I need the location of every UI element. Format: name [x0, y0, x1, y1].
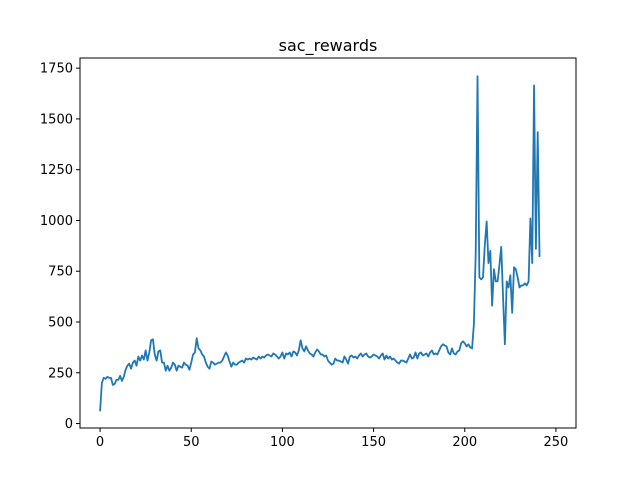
- y-tick-label: 1500: [40, 112, 73, 127]
- y-tick-label: 500: [48, 315, 73, 330]
- plot-area-frame: [79, 57, 577, 429]
- y-tick-label: 1250: [40, 163, 73, 178]
- x-axis: 0 50 100 150 200 250: [96, 428, 568, 450]
- chart-title: sac_rewards: [279, 36, 378, 56]
- reward-series-line: [99, 75, 541, 412]
- x-tick-label: 100: [270, 435, 295, 450]
- x-tick-label: 250: [544, 435, 569, 450]
- y-tick-label: 750: [48, 265, 73, 280]
- y-axis: 0 250 500 750 1000 1250 1500 1750: [40, 62, 80, 432]
- x-tick-label: 200: [452, 435, 477, 450]
- x-tick-label: 50: [183, 435, 200, 450]
- y-tick-label: 250: [48, 366, 73, 381]
- y-tick-label: 0: [65, 417, 73, 432]
- x-tick-label: 0: [96, 435, 104, 450]
- y-tick-label: 1750: [40, 62, 73, 77]
- x-tick-label: 150: [361, 435, 386, 450]
- y-tick-label: 1000: [40, 214, 73, 229]
